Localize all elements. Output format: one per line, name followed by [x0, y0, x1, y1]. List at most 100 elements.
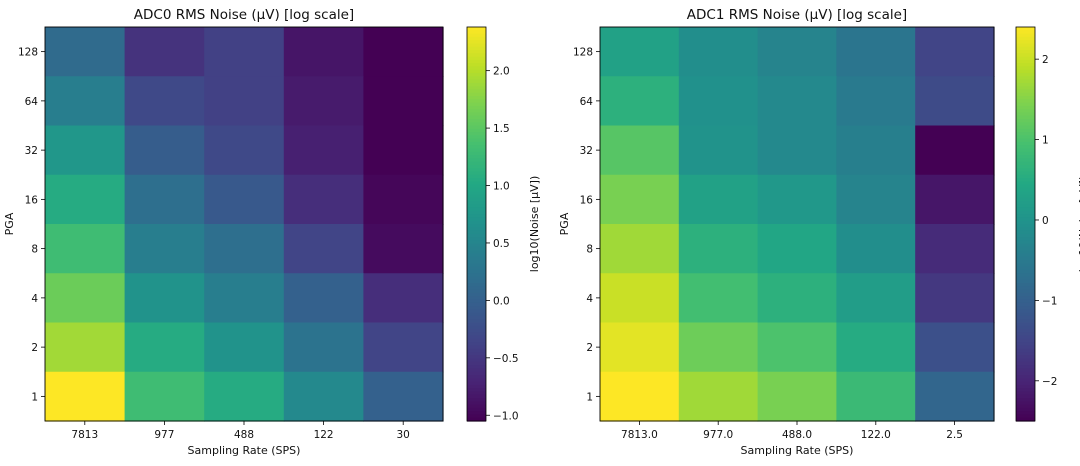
colorbar-segment	[467, 72, 486, 77]
colorbar-segment	[467, 99, 486, 104]
colorbar-segment	[1016, 72, 1035, 77]
colorbar-segment	[1016, 233, 1035, 238]
colorbar-segment	[467, 368, 486, 373]
colorbar-segment	[467, 246, 486, 251]
y-tick-label: 128	[18, 47, 38, 59]
colorbar-segment	[467, 194, 486, 199]
colorbar-segment	[1016, 322, 1035, 327]
heatmap-cell	[204, 224, 285, 274]
colorbar-segment	[1016, 243, 1035, 248]
heatmap-cell	[283, 174, 364, 225]
colorbar-segment	[467, 27, 486, 31]
colorbar-segment	[1016, 148, 1035, 153]
colorbar-segment	[1016, 391, 1035, 396]
heatmap-cell	[757, 273, 837, 324]
colorbar-tick-label: 1.0	[493, 181, 510, 193]
colorbar-segment	[1016, 378, 1035, 383]
colorbar-segment	[1016, 53, 1035, 58]
colorbar-segment	[1016, 89, 1035, 94]
colorbar-segment	[467, 394, 486, 399]
colorbar-segment	[467, 352, 486, 356]
colorbar-segment	[467, 250, 486, 255]
heatmap-cell	[836, 125, 916, 176]
colorbar-segment	[1016, 43, 1035, 48]
colorbar-segment	[467, 145, 486, 150]
heatmap-cell	[124, 322, 205, 373]
colorbar-segment	[467, 89, 486, 94]
heatmap-cell	[678, 273, 759, 324]
heatmap-cell	[915, 76, 995, 127]
colorbar-segment	[1016, 375, 1035, 379]
heatmap-cell	[757, 322, 837, 373]
colorbar-segment	[1016, 388, 1035, 393]
colorbar-segment	[467, 82, 486, 87]
heatmap-cell	[363, 76, 444, 127]
colorbar-segment	[467, 306, 486, 310]
colorbar-segment	[467, 286, 486, 291]
colorbar-segment	[1016, 36, 1035, 41]
colorbar-tick-label: 2	[1042, 54, 1049, 66]
colorbar-segment	[1016, 151, 1035, 156]
colorbar-segment	[467, 174, 486, 179]
colorbar-segment	[467, 230, 486, 235]
heatmap-cell	[915, 125, 995, 176]
colorbar-segment	[467, 269, 486, 274]
colorbar-segment	[1016, 404, 1035, 409]
colorbar-segment	[467, 132, 486, 136]
x-tick-label: 122.0	[861, 429, 891, 441]
colorbar-segment	[1016, 210, 1035, 215]
colorbar-segment	[1016, 312, 1035, 317]
colorbar-segment	[467, 210, 486, 215]
heatmap-cell	[363, 174, 444, 225]
colorbar-segment	[467, 46, 486, 51]
colorbar-segment	[467, 161, 486, 166]
colorbar-segment	[1016, 112, 1035, 117]
colorbar-segment	[1016, 299, 1035, 304]
y-tick-label: 16	[25, 194, 39, 206]
heatmap-cell	[124, 273, 205, 324]
colorbar-segment	[1016, 197, 1035, 202]
colorbar-segment	[467, 243, 486, 248]
heatmap-cell	[600, 125, 680, 176]
colorbar-segment	[1016, 217, 1035, 222]
colorbar-segment	[467, 63, 486, 67]
colorbar-segment	[1016, 132, 1035, 136]
heatmap-cell	[600, 224, 680, 274]
colorbar-segment	[1016, 207, 1035, 212]
colorbar-segment	[1016, 319, 1035, 324]
colorbar-segment	[1016, 214, 1035, 219]
colorbar-segment	[1016, 401, 1035, 406]
colorbar-segment	[467, 260, 486, 264]
colorbar-segment	[1016, 49, 1035, 54]
heatmap-cell	[204, 273, 285, 324]
colorbar-segment	[1016, 352, 1035, 356]
heatmap-cell	[45, 76, 126, 127]
colorbar-segment	[467, 112, 486, 117]
colorbar-segment	[1016, 250, 1035, 255]
colorbar-segment	[467, 135, 486, 140]
colorbar-segment	[1016, 184, 1035, 189]
colorbar-segment	[467, 411, 486, 416]
colorbar-segment	[467, 381, 486, 386]
colorbar-segment	[1016, 338, 1035, 343]
colorbar-segment	[467, 256, 486, 261]
heatmap-cell	[283, 125, 364, 176]
colorbar-segment	[1016, 398, 1035, 402]
colorbar-segment	[467, 345, 486, 350]
colorbar-segment	[467, 40, 486, 45]
colorbar-tick-label: −1	[1042, 295, 1057, 307]
heatmap-cell	[757, 224, 837, 274]
colorbar-segment	[467, 36, 486, 41]
colorbar-segment	[467, 187, 486, 192]
y-tick-label: 8	[586, 244, 593, 256]
y-axis-label: PGA	[558, 212, 571, 235]
heatmap-cell	[124, 125, 205, 176]
colorbar-segment	[1016, 86, 1035, 90]
colorbar-segment	[467, 319, 486, 324]
x-tick-label: 977.0	[703, 429, 733, 441]
heatmap-cell	[836, 76, 916, 127]
colorbar-segment	[1016, 273, 1035, 278]
colorbar-label: log10(Noise [μV])	[1077, 176, 1080, 272]
x-axis-label: Sampling Rate (SPS)	[188, 444, 301, 457]
heatmap-cell	[678, 174, 759, 225]
